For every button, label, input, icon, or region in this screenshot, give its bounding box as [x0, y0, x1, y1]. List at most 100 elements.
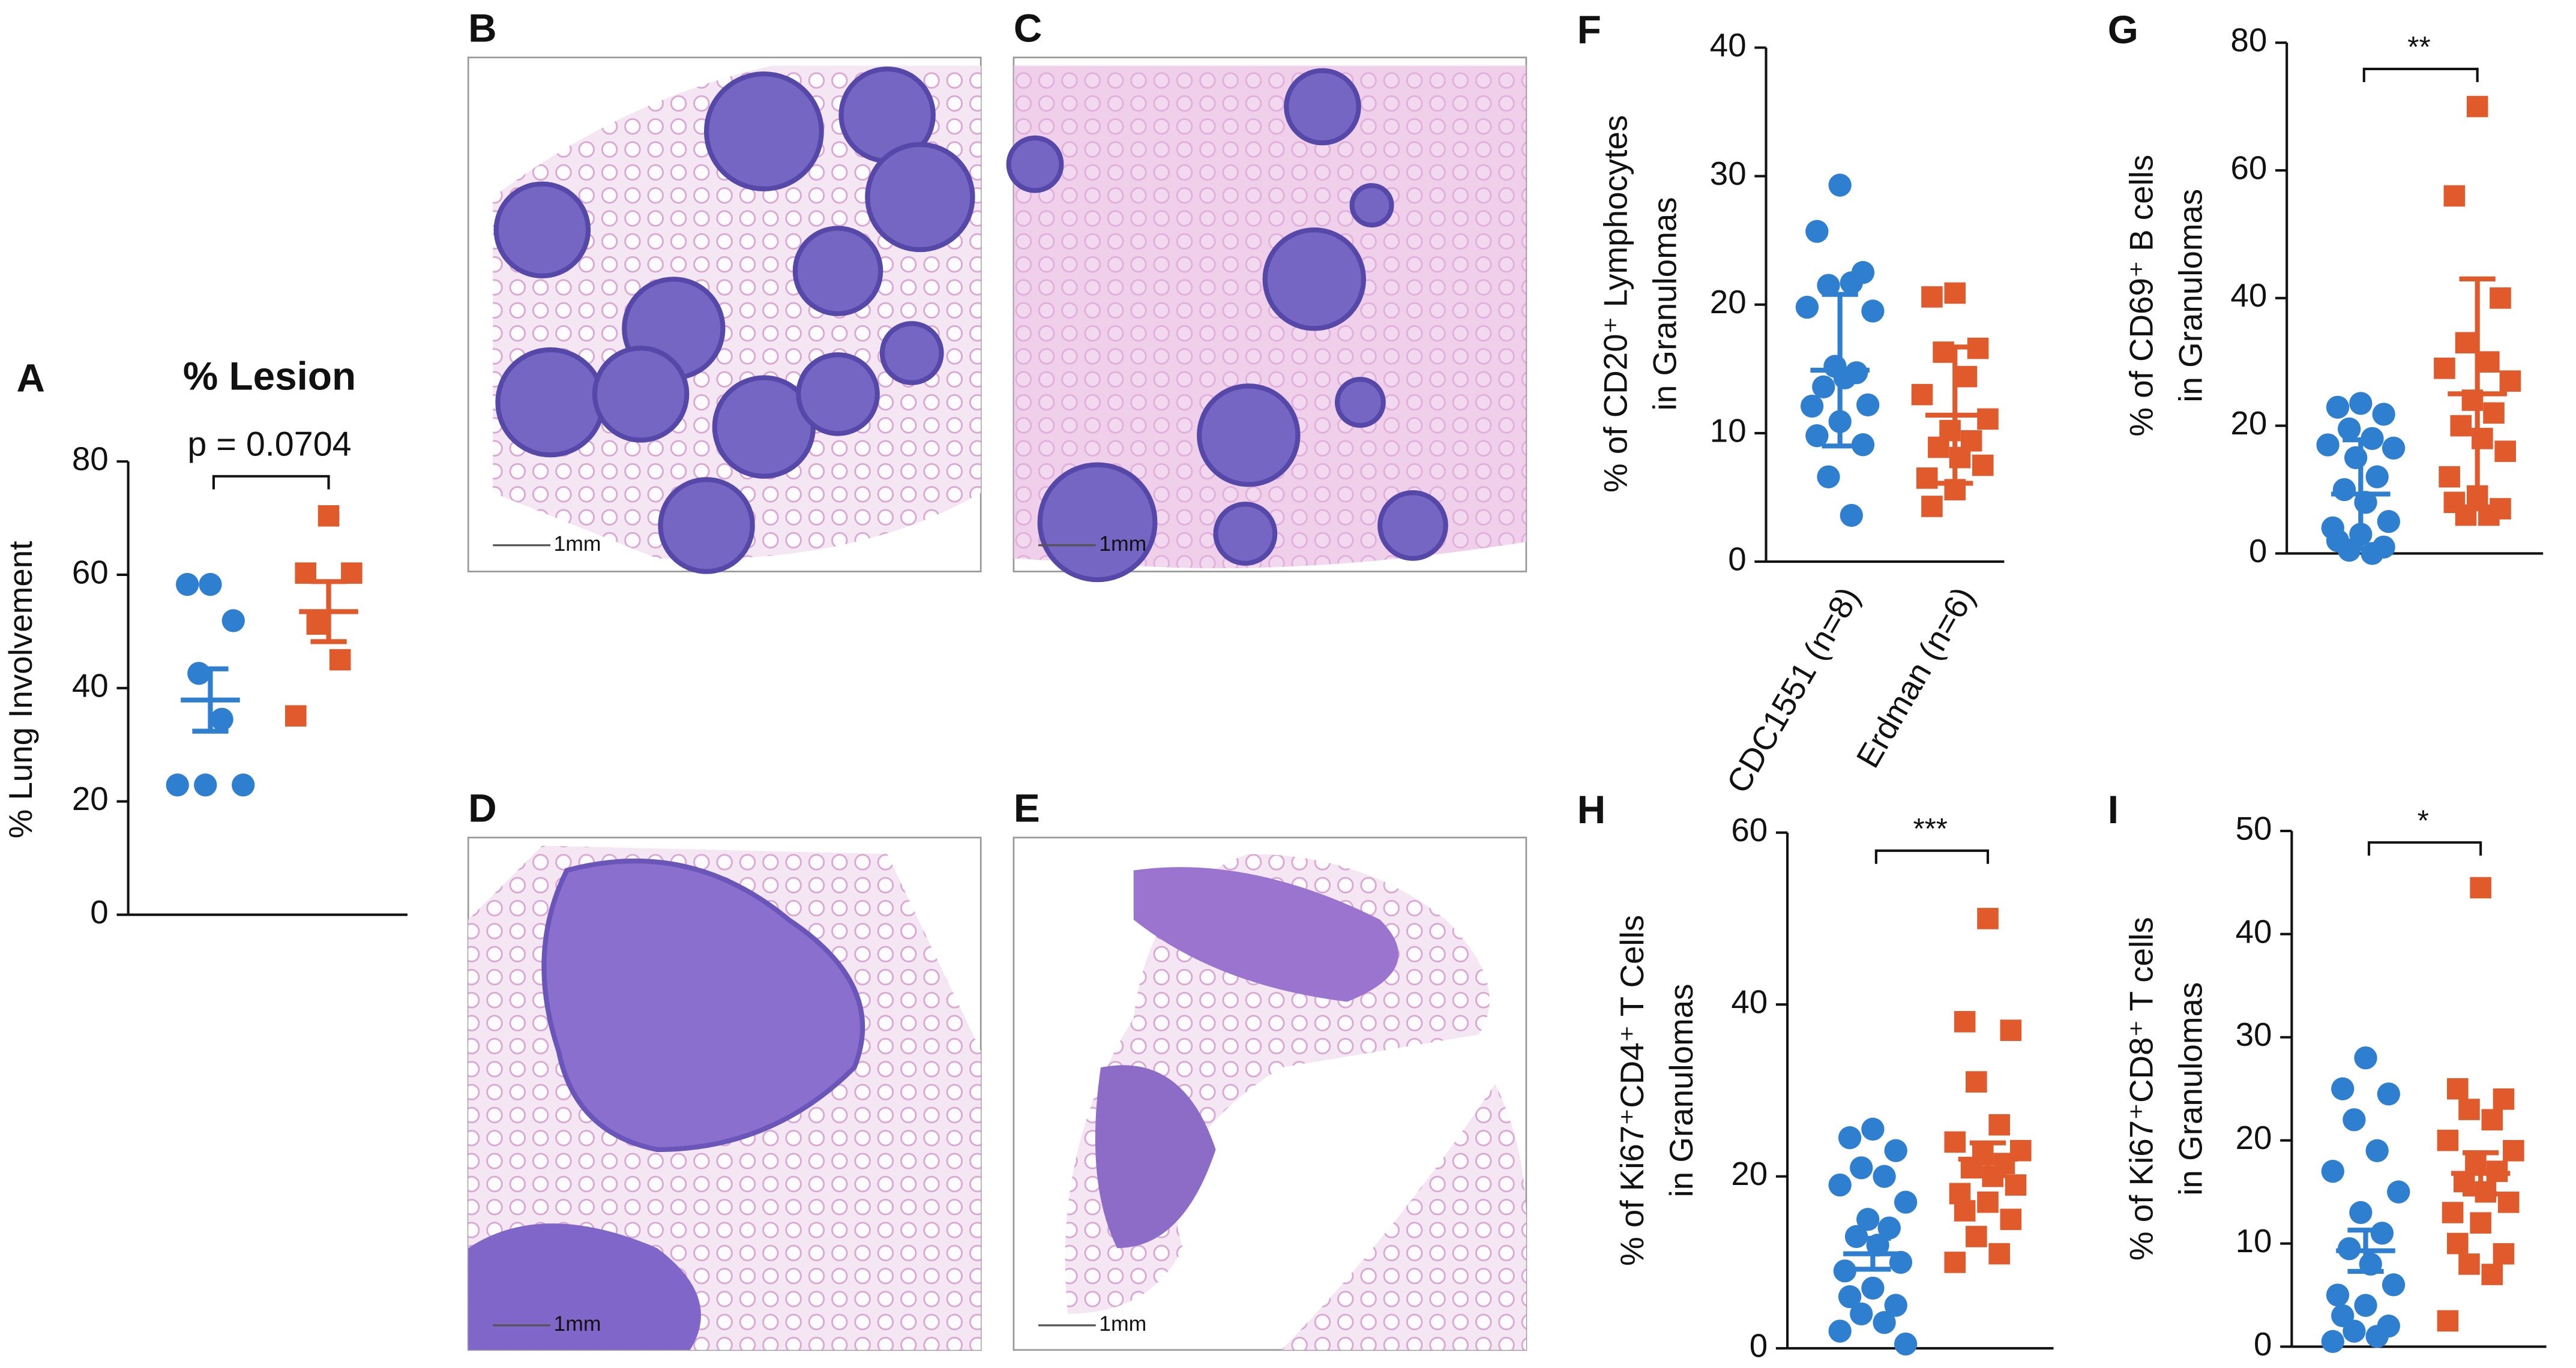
- data-point: [2450, 415, 2472, 437]
- panel-letter: C: [1014, 6, 1042, 50]
- y-tick-label: 20: [1731, 1155, 1768, 1192]
- data-point: [1805, 220, 1829, 243]
- scale-label: 1mm: [1099, 1312, 1146, 1336]
- data-point: [1828, 1173, 1852, 1197]
- data-point: [2332, 478, 2356, 502]
- data-point: [1861, 1117, 1885, 1141]
- data-point: [1838, 1126, 1862, 1150]
- y-axis-label: % of Ki67⁺CD4⁺ T Cells: [1613, 915, 1651, 1266]
- data-point: [1840, 503, 1863, 527]
- y-tick-label: 10: [1710, 412, 1747, 449]
- significance-label: p = 0.0704: [187, 425, 351, 464]
- y-tick-label: 80: [72, 440, 109, 478]
- data-point: [2458, 1099, 2480, 1120]
- data-point: [306, 613, 328, 635]
- data-point: [1840, 271, 1863, 295]
- data-point: [1850, 1156, 1873, 1180]
- significance-bracket: [212, 475, 330, 490]
- data-point: [2497, 1191, 2520, 1213]
- data-point: [317, 505, 340, 527]
- data-point: [2372, 403, 2395, 426]
- data-point: [2365, 1139, 2389, 1162]
- significance-bracket: [1874, 849, 1990, 864]
- histology-d: [467, 836, 982, 1351]
- data-point: [2387, 1180, 2410, 1204]
- data-point: [1856, 1208, 1880, 1231]
- data-point: [1949, 446, 1971, 469]
- data-point: [2483, 402, 2505, 424]
- data-point: [1921, 496, 1943, 517]
- data-point: [2455, 332, 2477, 354]
- x-tick-label: CDC1551 (n=8): [1719, 581, 1867, 799]
- data-point: [2365, 465, 2389, 488]
- data-point: [1894, 1190, 1918, 1214]
- y-tick-label: 0: [2254, 1325, 2272, 1363]
- y-tick-label: 20: [72, 780, 109, 817]
- data-point: [2478, 351, 2500, 373]
- y-axis-label: % Lung Involvement: [2, 541, 39, 839]
- data-point: [1884, 1294, 1907, 1317]
- y-tick-label: 20: [2230, 404, 2267, 442]
- data-point: [2365, 1325, 2389, 1348]
- y-tick-label: 60: [72, 553, 109, 590]
- data-point: [1988, 1114, 2010, 1136]
- data-point: [2344, 446, 2368, 469]
- data-point: [2443, 185, 2466, 207]
- data-point: [1873, 1165, 1896, 1188]
- y-axis-label: in Granulomas: [1663, 983, 1700, 1197]
- data-point: [1977, 1191, 1999, 1213]
- significance-bracket: [2362, 67, 2479, 82]
- data-point: [1966, 1226, 1987, 1247]
- data-point: [2447, 1078, 2469, 1100]
- data-point: [166, 773, 189, 797]
- data-point: [2494, 440, 2516, 462]
- data-point: [1856, 393, 1880, 416]
- data-point: [1850, 1302, 1873, 1326]
- data-point: [1873, 1311, 1896, 1334]
- data-point: [187, 662, 211, 685]
- data-point: [1817, 274, 1840, 297]
- histology-b: [467, 56, 982, 574]
- data-point: [2005, 1174, 2027, 1196]
- data-point: [1944, 1252, 1966, 1273]
- scale-label: 1mm: [554, 1312, 601, 1336]
- y-tick-label: 0: [2249, 532, 2267, 569]
- chart-title: % Lesion: [183, 355, 356, 398]
- y-axis-label: in Granulomas: [1646, 197, 1684, 410]
- panel-letter: A: [16, 356, 44, 400]
- data-point: [1955, 365, 1978, 388]
- data-point: [1928, 436, 1949, 458]
- y-tick-label: 30: [1710, 155, 1747, 192]
- data-point: [1861, 1276, 1885, 1300]
- data-point: [1817, 465, 1840, 488]
- data-point: [1972, 454, 1994, 476]
- data-point: [1877, 1216, 1901, 1240]
- data-point: [2354, 1046, 2377, 1070]
- data-point: [2493, 1243, 2515, 1265]
- panel-letter: F: [1577, 8, 1601, 52]
- data-point: [2343, 1319, 2366, 1343]
- data-point: [1800, 394, 1824, 418]
- data-point: [2377, 1082, 2401, 1106]
- panel-letter: D: [468, 786, 496, 830]
- y-axis-label: % of CD20⁺ Lymphocytes: [1597, 115, 1634, 493]
- y-axis-label: in Granulomas: [2172, 189, 2209, 403]
- data-point: [2472, 428, 2493, 449]
- data-point: [1894, 1332, 1918, 1356]
- data-point: [2470, 877, 2491, 899]
- data-point: [2434, 358, 2455, 379]
- data-point: [2000, 1208, 2022, 1231]
- data-point: [2316, 433, 2340, 457]
- significance-label: *: [2418, 804, 2429, 837]
- y-axis-label: % of CD69⁺ B cells: [2122, 155, 2159, 437]
- panel-letter: G: [2108, 8, 2138, 52]
- y-tick-label: 40: [1731, 983, 1768, 1021]
- data-point: [199, 572, 222, 596]
- data-point: [1812, 375, 1835, 398]
- data-point: [2481, 1109, 2503, 1131]
- significance-label: ***: [1913, 812, 1948, 845]
- data-point: [1944, 282, 1966, 304]
- scale-label: 1mm: [1099, 532, 1146, 556]
- y-tick-label: 0: [90, 893, 108, 931]
